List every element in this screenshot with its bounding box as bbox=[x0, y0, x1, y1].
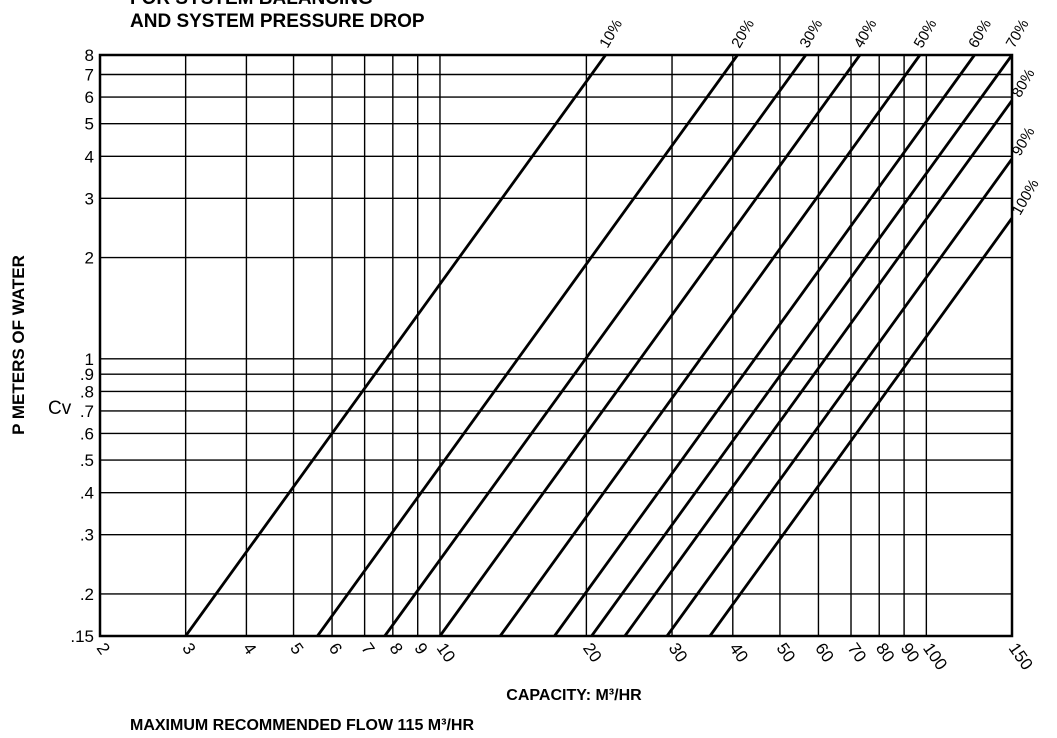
series-line bbox=[665, 158, 1014, 637]
x-tick-label: 90 bbox=[897, 639, 923, 665]
x-tick-label: 70 bbox=[844, 639, 870, 665]
series-line bbox=[383, 54, 807, 637]
x-tick-label: 2 bbox=[93, 639, 114, 658]
x-tick-label: 150 bbox=[1005, 639, 1037, 673]
y-tick-label: 3 bbox=[85, 189, 94, 208]
series-line bbox=[590, 54, 1014, 637]
x-tick-label: 60 bbox=[811, 639, 837, 665]
series-label: 30% bbox=[796, 16, 826, 51]
y-tick-label: .7 bbox=[80, 402, 94, 421]
x-tick-label: 5 bbox=[286, 639, 307, 658]
y-tick-label: .4 bbox=[80, 484, 94, 503]
series-line bbox=[708, 217, 1014, 637]
series-line bbox=[438, 54, 862, 637]
annotation: Cv bbox=[48, 398, 72, 419]
chart-title: AND SYSTEM PRESSURE DROP bbox=[130, 11, 425, 32]
y-tick-label: 7 bbox=[85, 66, 94, 85]
y-tick-label: .8 bbox=[80, 382, 94, 401]
series-line bbox=[623, 99, 1014, 637]
x-tick-label: 10 bbox=[433, 639, 459, 665]
series-label: 50% bbox=[911, 16, 941, 51]
y-tick-label: .5 bbox=[80, 451, 94, 470]
series-label: 100% bbox=[1009, 176, 1043, 218]
y-tick-label: .9 bbox=[80, 365, 94, 384]
y-tick-label: 6 bbox=[85, 88, 94, 107]
plot-frame bbox=[98, 53, 1014, 638]
series-line bbox=[184, 54, 607, 637]
y-tick-label: .2 bbox=[80, 585, 94, 604]
chart-title: FOR SYSTEM BALANCING bbox=[130, 0, 373, 9]
series-label: 10% bbox=[596, 16, 626, 51]
x-axis-label: CAPACITY: M³/HR bbox=[506, 687, 642, 704]
y-tick-label: .15 bbox=[70, 627, 94, 646]
x-tick-label: 80 bbox=[872, 639, 898, 665]
series-label: 60% bbox=[965, 16, 995, 51]
x-tick-label: 40 bbox=[726, 639, 752, 665]
y-tick-label: .6 bbox=[80, 424, 94, 443]
x-tick-label: 9 bbox=[410, 639, 431, 658]
series-line bbox=[553, 54, 976, 637]
y-tick-label: 4 bbox=[85, 147, 94, 166]
y-axis-label: P METERS OF WATER bbox=[9, 255, 28, 435]
x-tick-label: 6 bbox=[325, 639, 346, 658]
series-label: 70% bbox=[1003, 16, 1033, 51]
x-tick-label: 4 bbox=[239, 639, 260, 658]
x-tick-label: 50 bbox=[773, 639, 799, 665]
series-line bbox=[499, 54, 922, 637]
x-tick-label: 3 bbox=[178, 639, 199, 658]
y-tick-label: 8 bbox=[85, 46, 94, 65]
x-tick-label: 100 bbox=[919, 639, 951, 673]
annotation: MAXIMUM RECOMMENDED FLOW 115 M³/HR bbox=[130, 717, 474, 734]
series-label: 20% bbox=[728, 16, 758, 51]
x-tick-label: 20 bbox=[579, 639, 605, 665]
y-tick-label: .3 bbox=[80, 526, 94, 545]
x-tick-label: 30 bbox=[665, 639, 691, 665]
series-line bbox=[316, 54, 739, 637]
y-tick-label: 1 bbox=[85, 350, 94, 369]
x-tick-label: 7 bbox=[357, 639, 378, 658]
y-tick-label: 5 bbox=[85, 115, 94, 134]
series-label: 40% bbox=[851, 16, 881, 51]
y-tick-label: 2 bbox=[85, 249, 94, 268]
x-tick-label: 8 bbox=[386, 639, 407, 658]
